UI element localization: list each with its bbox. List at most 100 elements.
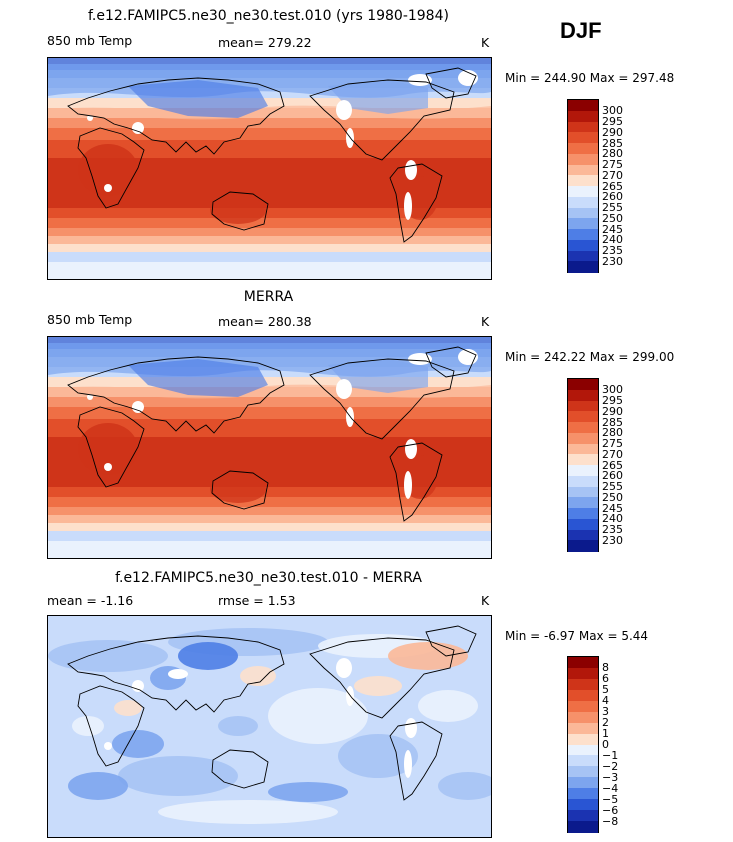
colorbar-swatch <box>568 475 598 487</box>
min-max-label: Min = 244.90 Max = 297.48 <box>505 71 675 85</box>
panel-title: f.e12.FAMIPC5.ne30_ne30.test.010 - MERRA <box>115 570 422 586</box>
colorbar-swatch <box>568 454 598 466</box>
colorbar-tick-label: 240 <box>602 512 623 526</box>
map-plot <box>47 57 492 280</box>
colorbar-swatch <box>568 186 598 198</box>
colorbar-swatch <box>568 777 598 789</box>
colorbar-swatch <box>568 389 598 401</box>
colorbar-swatch <box>568 121 598 133</box>
panel-title: f.e12.FAMIPC5.ne30_ne30.test.010 (yrs 19… <box>88 8 449 24</box>
mean-label: mean= 279.22 <box>218 35 312 50</box>
colorbar-swatch <box>568 799 598 811</box>
rmse-label: rmse = 1.53 <box>218 593 296 608</box>
min-max-label: Min = 242.22 Max = 299.00 <box>505 350 675 364</box>
colorbar-tick-label: −8 <box>602 814 619 828</box>
min-max-label: Min = -6.97 Max = 5.44 <box>505 629 649 643</box>
colorbar-tick-label: 250 <box>602 211 623 225</box>
colorbar-tick-label: 6 <box>602 672 609 686</box>
colorbar-swatch <box>568 153 598 165</box>
colorbar-swatch <box>568 497 598 509</box>
colorbar-swatch <box>568 411 598 423</box>
colorbar-tick-label: 290 <box>602 125 623 139</box>
colorbar-swatch <box>568 722 598 735</box>
colorbar: 8 6 5 4 3 2 1 0 −1 −2 −3 −4 −5 −6 −8 <box>567 656 618 833</box>
colorbar-tick-label: 0 <box>602 738 609 751</box>
colorbar-tick-label: −5 <box>602 792 619 806</box>
colorbar: 300 295 290 285 280 275 270 265 260 255 250 245 240 2… <box>567 99 623 273</box>
colorbar-tick-label: 2 <box>602 716 609 730</box>
colorbar-swatch <box>568 755 598 767</box>
colorbar-tick-label: 230 <box>602 254 623 268</box>
map-plot <box>47 615 492 838</box>
colorbar-swatch <box>568 100 598 112</box>
colorbar-swatch <box>568 700 598 713</box>
colorbar-tick-label: 270 <box>602 168 623 182</box>
colorbar-tick-label: 250 <box>602 490 623 504</box>
colorbar-tick-label: 285 <box>602 415 623 429</box>
colorbar-swatch <box>568 766 598 778</box>
season-label: DJF <box>560 18 602 43</box>
mean-label: mean= 280.38 <box>218 314 312 329</box>
colorbar-swatch <box>568 711 598 724</box>
mean-label: mean = -1.16 <box>47 593 134 608</box>
world-map <box>48 616 491 837</box>
colorbar-swatch <box>568 196 598 208</box>
colorbar-tick-label: 255 <box>602 480 623 493</box>
colorbar-swatch <box>568 229 598 241</box>
colorbar-tick-label: 265 <box>602 458 623 472</box>
colorbar-swatch <box>568 261 598 273</box>
colorbar-tick-label: 235 <box>602 523 623 536</box>
colorbar-swatch <box>568 443 598 455</box>
colorbar-tick-label: 295 <box>602 115 623 128</box>
colorbar-tick-label: −3 <box>602 770 619 784</box>
colorbar-tick-label: 245 <box>602 222 623 236</box>
colorbar-swatch <box>568 432 598 444</box>
units-label: K <box>481 35 490 50</box>
colorbar-tick-label: 300 <box>602 104 623 118</box>
colorbar-swatch <box>568 508 598 520</box>
colorbar-tick-label: 270 <box>602 447 623 461</box>
colorbar-tick-label: 280 <box>602 426 623 440</box>
colorbar-tick-label: −4 <box>602 781 619 795</box>
colorbar-tick-label: 240 <box>602 233 623 247</box>
colorbar-tick-label: −2 <box>602 759 619 773</box>
colorbar-swatch <box>568 175 598 187</box>
colorbar-swatch <box>568 810 598 822</box>
colorbar-swatch <box>568 667 598 680</box>
colorbar-swatch <box>568 239 598 251</box>
colorbar-tick-label: 3 <box>602 705 609 719</box>
colorbar-swatch <box>568 143 598 155</box>
colorbar-tick-label: 245 <box>602 501 623 515</box>
colorbar-tick-label: −1 <box>602 748 619 762</box>
colorbar-tick-label: 275 <box>602 158 623 171</box>
colorbar: 300 295 290 285 280 275 270 265 260 255 250 245 240 2… <box>567 378 623 552</box>
colorbar-tick-label: 280 <box>602 147 623 161</box>
colorbar-swatch <box>568 540 598 552</box>
colorbar-tick-label: −6 <box>602 803 619 817</box>
colorbar-tick-label: 295 <box>602 394 623 407</box>
variable-label: 850 mb Temp <box>47 312 133 327</box>
panel-title: MERRA <box>243 289 294 305</box>
colorbar-swatch <box>568 465 598 477</box>
colorbar-swatch <box>568 379 598 391</box>
colorbar-tick-label: 285 <box>602 136 623 150</box>
units-label: K <box>481 593 490 608</box>
colorbar-swatch <box>568 110 598 122</box>
colorbar-swatch <box>568 400 598 412</box>
colorbar-tick-label: 290 <box>602 404 623 418</box>
colorbar-swatch <box>568 518 598 530</box>
colorbar-swatch <box>568 486 598 498</box>
variable-label: 850 mb Temp <box>47 33 133 48</box>
colorbar-tick-label: 5 <box>602 683 609 697</box>
colorbar-swatch <box>568 821 598 833</box>
colorbar-swatch <box>568 733 598 745</box>
colorbar-swatch <box>568 744 598 756</box>
colorbar-tick-label: 8 <box>602 661 609 675</box>
colorbar-swatch <box>568 218 598 230</box>
colorbar-tick-label: 235 <box>602 244 623 257</box>
colorbar-tick-label: 230 <box>602 533 623 547</box>
units-label: K <box>481 314 490 329</box>
colorbar-swatch <box>568 132 598 144</box>
colorbar-swatch <box>568 164 598 176</box>
colorbar-tick-label: 275 <box>602 437 623 450</box>
